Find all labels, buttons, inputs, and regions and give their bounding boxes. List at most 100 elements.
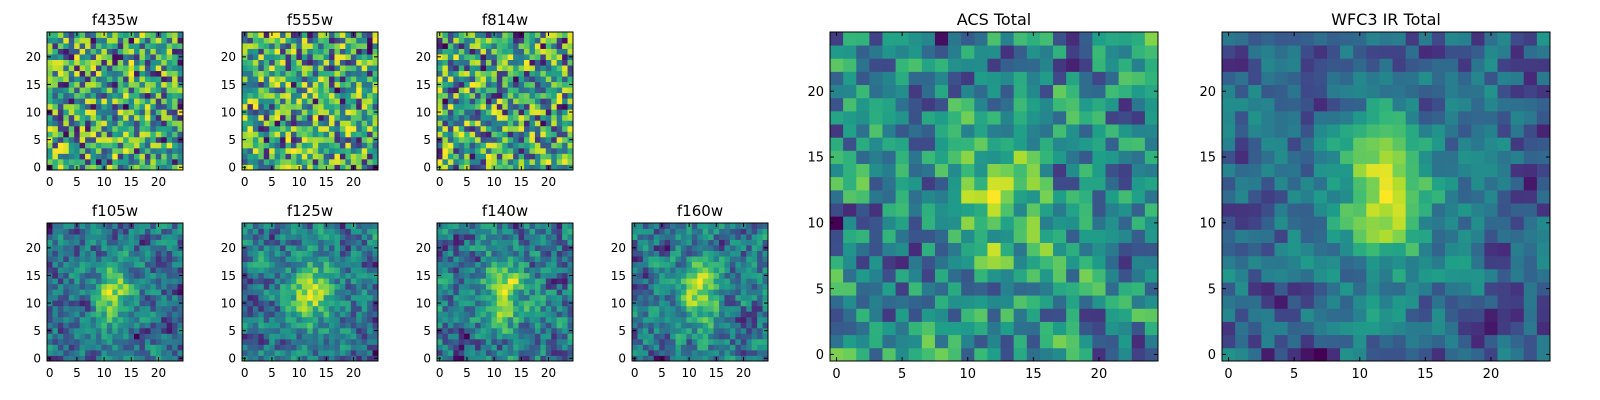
heatmap-cell (345, 70, 352, 77)
heatmap-cell (90, 256, 97, 263)
heatmap-cell (290, 228, 297, 235)
heatmap-cell (869, 189, 883, 204)
heatmap-cell (285, 147, 292, 154)
heatmap-cell (367, 294, 373, 301)
heatmap-cell (464, 131, 471, 138)
heatmap-cell (502, 37, 509, 44)
heatmap-cell (529, 234, 536, 240)
heatmap-cell (551, 98, 558, 105)
heatmap-cell (345, 338, 352, 345)
heatmap-cell (529, 81, 536, 88)
heatmap-cell (974, 282, 988, 296)
heatmap-cell (757, 278, 763, 285)
heatmap-cell (458, 327, 465, 334)
heatmap-cell (1144, 268, 1159, 283)
heatmap-cell (496, 125, 503, 132)
heatmap-cell (442, 125, 449, 132)
heatmap-cell (150, 305, 157, 312)
heatmap-cell (729, 305, 736, 312)
heatmap-cell (128, 327, 135, 334)
heatmap-cell (961, 216, 975, 230)
heatmap-cell (161, 322, 168, 329)
heatmap-cell (117, 59, 124, 66)
heatmap-cell (47, 228, 53, 235)
heatmap-cell (653, 267, 660, 274)
heatmap-cell (746, 261, 753, 268)
heatmap-cell (269, 256, 276, 263)
heatmap-cell (307, 250, 314, 257)
heatmap-cell (312, 147, 319, 154)
heatmap-cell (123, 37, 129, 44)
heatmap-cell (172, 32, 178, 38)
heatmap-cell (1000, 163, 1015, 178)
heatmap-cell (144, 54, 151, 60)
heatmap-cell (263, 76, 270, 83)
heatmap-cell (507, 131, 514, 138)
heatmap-cell (567, 120, 574, 127)
heatmap-cell (458, 344, 465, 351)
heatmap-cell (258, 125, 265, 132)
heatmap-cell (762, 333, 769, 340)
heatmap-cell (106, 54, 113, 60)
heatmap-cell (485, 311, 492, 318)
heatmap-cell (974, 321, 988, 336)
heatmap-cell (155, 87, 162, 94)
heatmap-cell (686, 294, 693, 301)
heatmap-cell (307, 136, 314, 143)
heatmap-cell (534, 344, 541, 351)
heatmap-cell (47, 120, 53, 127)
heatmap-cell (323, 37, 330, 44)
heatmap-cell (480, 234, 487, 240)
heatmap-cell (339, 234, 346, 240)
heatmap-cell (545, 37, 552, 44)
heatmap-cell (139, 65, 146, 72)
heatmap-cell (1144, 216, 1159, 230)
heatmap-cell (85, 142, 91, 149)
heatmap-cell (524, 164, 530, 171)
heatmap-cell (296, 81, 303, 88)
heatmap-cell (708, 305, 714, 312)
heatmap-cell (856, 229, 870, 243)
heatmap-cell (339, 289, 346, 296)
heatmap-cell (735, 223, 742, 229)
heatmap-cell (307, 81, 314, 88)
heatmap-cell (513, 59, 519, 66)
heatmap-cell (307, 234, 314, 240)
heatmap-cell (155, 256, 162, 263)
heatmap-cell (361, 76, 368, 83)
heatmap-cell (680, 228, 687, 235)
heatmap-cell (74, 81, 81, 88)
heatmap-cell (144, 164, 151, 171)
heatmap-cell (556, 37, 563, 44)
heatmap-cell (85, 37, 91, 44)
heatmap-cell (95, 158, 102, 165)
heatmap-cell (469, 305, 476, 312)
heatmap-cell (242, 261, 248, 268)
heatmap-cell (290, 256, 297, 263)
heatmap-cell (974, 163, 988, 178)
heatmap-cell (746, 305, 753, 312)
heatmap-cell (729, 245, 736, 251)
heatmap-cell (540, 131, 547, 138)
heatmap-cell (708, 223, 714, 229)
heatmap-cell (280, 333, 286, 340)
heatmap-cell (63, 103, 70, 110)
heatmap-cell (453, 327, 460, 334)
heatmap-cell (85, 256, 91, 263)
heatmap-cell (95, 294, 102, 301)
heatmap-cell (453, 81, 460, 88)
heatmap-cell (534, 294, 541, 301)
heatmap-cell (724, 316, 731, 323)
heatmap-cell (123, 272, 129, 279)
heatmap-cell (155, 54, 162, 60)
panel-title: f814w (482, 11, 528, 29)
heatmap-cell (139, 256, 146, 263)
heatmap-cell (708, 327, 714, 334)
heatmap-cell (518, 245, 525, 251)
heatmap-cell (664, 305, 671, 312)
heatmap-cell (269, 37, 276, 44)
heatmap-cell (485, 125, 492, 132)
heatmap-cell (285, 256, 292, 263)
heatmap-cell (334, 278, 341, 285)
